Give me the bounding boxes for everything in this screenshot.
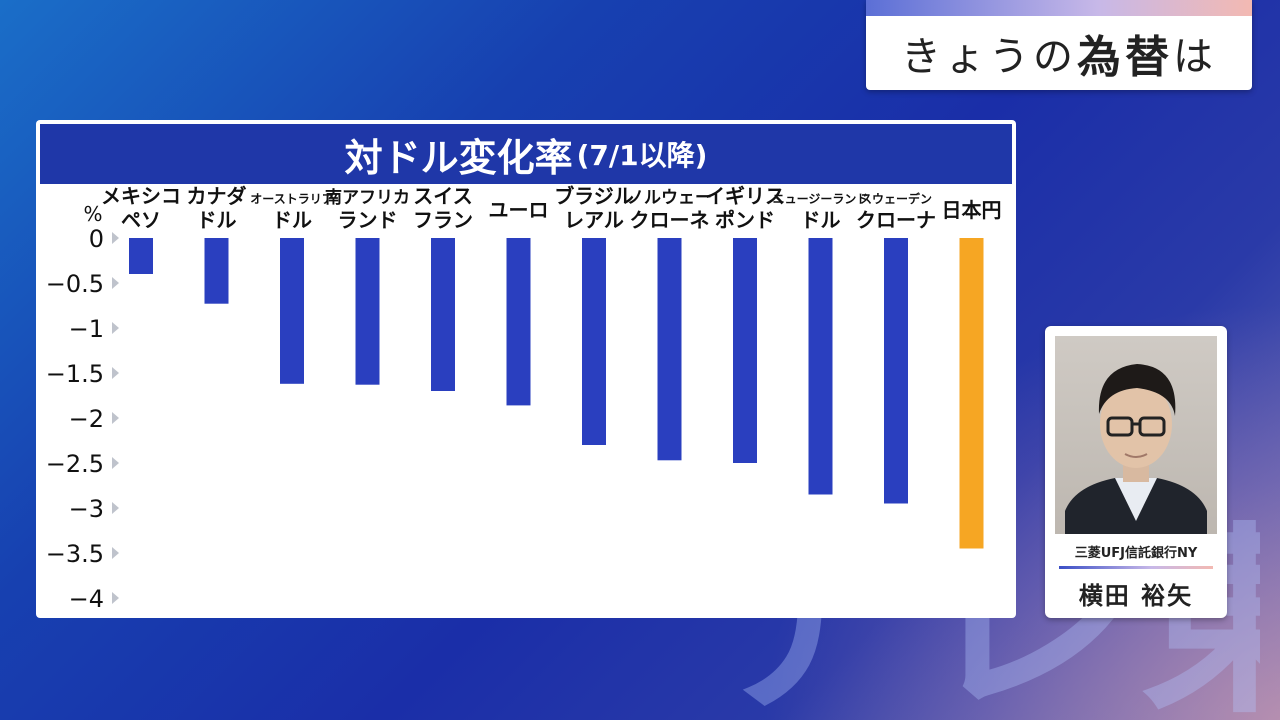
- person-portrait-icon: [1065, 364, 1207, 534]
- category-label: カナダ: [187, 184, 247, 208]
- y-tick-label: −4: [69, 585, 104, 613]
- bar: [582, 238, 606, 445]
- category-label: ノルウェー: [627, 188, 712, 208]
- category-label: ドル: [197, 208, 237, 232]
- category-label: ペソ: [121, 208, 161, 232]
- y-tick-arrow: [112, 367, 119, 379]
- category-label: 南アフリカ: [325, 187, 410, 208]
- chart-panel: 対ドル変化率 (7/1以降) % 0 −0.5 −1 −1.5 −2 −2.5 −3 −3.5 −…: [36, 120, 1016, 618]
- y-tick-label: −1.5: [46, 360, 104, 388]
- y-tick-label: −0.5: [46, 270, 104, 298]
- y-tick-label: 0: [89, 225, 104, 253]
- bar: [959, 238, 984, 549]
- category-label: ドル: [272, 208, 312, 232]
- bar: [204, 238, 229, 304]
- y-tick-arrow: [112, 457, 119, 469]
- bar: [808, 238, 833, 495]
- category-label: クローネ: [630, 208, 710, 232]
- expert-divider: [1059, 566, 1213, 569]
- chart-title-main: 対ドル変化率: [344, 135, 573, 180]
- expert-organization: 三菱UFJ信託銀行NY: [1074, 546, 1198, 561]
- y-tick-arrow: [112, 592, 119, 604]
- category-label: フラン: [413, 208, 473, 232]
- y-tick-label: −2: [69, 405, 104, 433]
- category-label: イギリス: [705, 184, 785, 208]
- bar-chart: %0−0.5−1−1.5−2−2.5−3−3.5−4メキシコペソカナダドルオース…: [46, 184, 1002, 613]
- category-label: レアル: [564, 208, 624, 232]
- topic-strip: [866, 0, 1252, 16]
- bar: [431, 238, 455, 391]
- y-tick-arrow: [112, 412, 119, 424]
- bar: [129, 238, 153, 274]
- bar: [280, 238, 304, 384]
- category-label: ユーロ: [489, 198, 549, 222]
- bar: [506, 238, 531, 406]
- category-label: クローナ: [856, 208, 936, 232]
- category-label: オーストラリア: [250, 192, 333, 206]
- topic-text: きょうの 為替 は: [866, 22, 1252, 84]
- y-tick-label: −3.5: [46, 540, 104, 568]
- category-label: ドル: [801, 208, 841, 232]
- y-tick-arrow: [112, 322, 119, 334]
- topic-prefix: きょうの: [901, 34, 1077, 80]
- expert-card: 三菱UFJ信託銀行NY 横田 裕矢: [1045, 326, 1227, 618]
- chart-title-sub: (7/1以降): [576, 139, 708, 172]
- chart-title: 対ドル変化率 (7/1以降): [40, 124, 1012, 184]
- topic-emphasis: 為替: [1077, 32, 1173, 83]
- y-tick-label: −1: [69, 315, 104, 343]
- y-axis-unit: %: [83, 202, 102, 226]
- y-tick-arrow: [112, 277, 119, 289]
- expert-photo: [1055, 336, 1217, 534]
- y-tick-arrow: [112, 232, 119, 244]
- bar: [733, 238, 757, 463]
- bar: [657, 238, 682, 461]
- y-tick-label: −2.5: [46, 450, 104, 478]
- topic-suffix: は: [1173, 34, 1217, 80]
- category-label: ブラジル: [554, 184, 634, 208]
- y-tick-label: −3: [69, 495, 104, 523]
- y-tick-arrow: [112, 502, 119, 514]
- topic-banner: きょうの 為替 は: [866, 0, 1252, 90]
- category-label: スウェーデン: [860, 191, 932, 206]
- y-tick-arrow: [112, 547, 119, 559]
- category-label: メキシコ: [101, 184, 181, 208]
- category-label: スイス: [413, 184, 472, 208]
- category-label: 日本円: [942, 198, 1002, 222]
- bar: [355, 238, 380, 385]
- expert-name: 横田 裕矢: [1078, 582, 1194, 610]
- bar: [884, 238, 908, 504]
- category-label: ポンド: [715, 208, 775, 232]
- category-label: ニュージーランド: [773, 192, 869, 206]
- category-label: ランド: [338, 208, 398, 232]
